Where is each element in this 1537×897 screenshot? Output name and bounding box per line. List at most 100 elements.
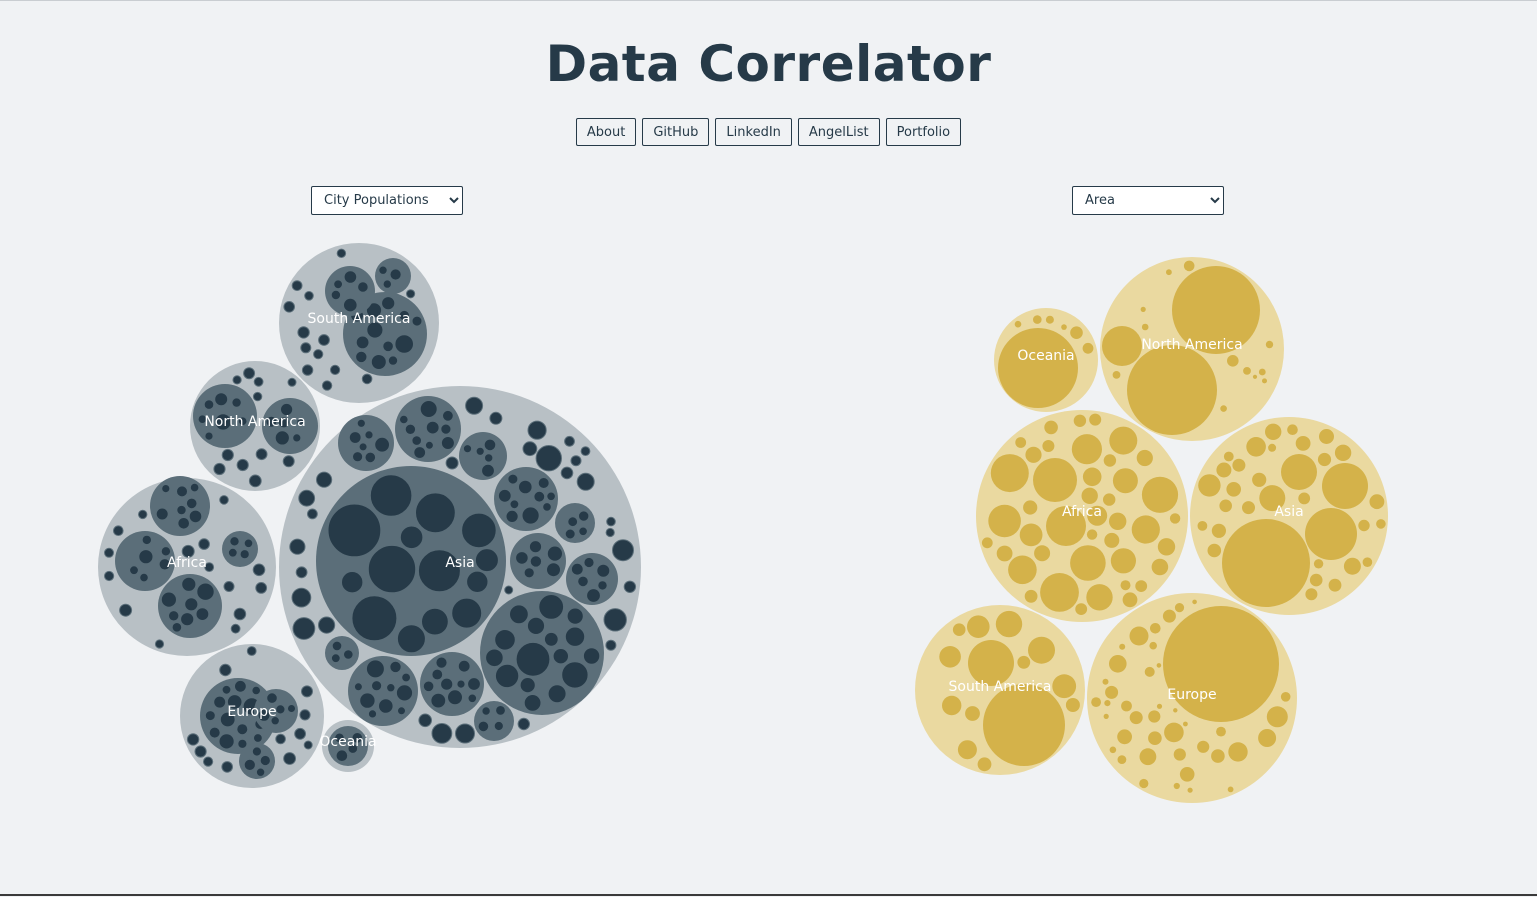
city-circle (431, 668, 444, 681)
region-circle (1192, 599, 1197, 605)
region-circle (1246, 437, 1266, 457)
group-label: Europe (227, 704, 276, 720)
city-circle (236, 723, 249, 736)
about-button[interactable]: About (575, 118, 637, 146)
city-circle (351, 732, 364, 744)
portfolio-button[interactable]: Portfolio (885, 118, 962, 146)
city-circle (576, 472, 595, 491)
region-circle (1135, 580, 1148, 592)
region-circle (1252, 374, 1258, 379)
region-circle (1015, 437, 1027, 448)
region-circle (977, 757, 992, 772)
city-circle (399, 414, 409, 425)
city-circle (517, 717, 530, 731)
cluster-circle (338, 415, 394, 471)
region-circle (1044, 420, 1058, 435)
city-circle (365, 659, 385, 679)
city-circle (343, 649, 354, 660)
city-circle (395, 684, 414, 702)
city-circle (507, 473, 519, 485)
city-circle (275, 733, 286, 745)
city-circle (287, 704, 296, 713)
city-circle (413, 446, 427, 459)
region-circle (1014, 320, 1022, 328)
city-circle (406, 289, 416, 299)
region-circle (1259, 485, 1286, 512)
city-circle (519, 677, 536, 694)
city-circle (465, 396, 484, 415)
city-circle (352, 451, 364, 463)
city-circle (623, 580, 637, 593)
city-circle (382, 279, 392, 289)
region-circle (1198, 474, 1221, 497)
region-circle (1117, 729, 1132, 745)
city-circle (543, 631, 559, 647)
city-circle (214, 392, 229, 407)
city-circle (495, 705, 506, 716)
region-circle (1280, 692, 1291, 702)
city-circle (185, 497, 198, 510)
city-circle (104, 547, 114, 558)
group-label: Asia (1274, 504, 1303, 520)
city-circle (467, 693, 478, 704)
city-circle (570, 455, 582, 467)
region-circle (1222, 519, 1310, 607)
city-circle (564, 626, 586, 647)
region-circle (1309, 573, 1323, 587)
city-circle (367, 709, 378, 719)
city-circle (570, 562, 584, 576)
region-circle (1144, 666, 1155, 677)
city-circle (493, 720, 504, 732)
region-circle (1149, 641, 1157, 650)
city-circle (597, 580, 608, 591)
region-circle (1179, 767, 1195, 782)
region-circle (1162, 609, 1176, 623)
region-circle (1183, 260, 1195, 272)
city-circle (291, 587, 312, 608)
region-circle (1232, 458, 1246, 472)
city-circle (300, 342, 312, 354)
city-circle (418, 713, 433, 728)
region-circle (1129, 626, 1149, 646)
city-circle (367, 544, 417, 594)
city-circle (411, 315, 423, 327)
city-circle (282, 455, 295, 468)
region-circle (1287, 424, 1298, 436)
region-circle (1104, 532, 1120, 548)
region-circle (1295, 436, 1311, 451)
city-circle (518, 479, 533, 495)
region-circle (1328, 578, 1342, 592)
city-circle (334, 732, 345, 744)
city-circle (204, 710, 216, 722)
github-button[interactable]: GitHub (642, 118, 710, 146)
region-circle (1141, 323, 1149, 331)
region-circle (1156, 663, 1162, 668)
city-circle (203, 399, 215, 410)
city-circle (204, 562, 215, 572)
city-circle (181, 544, 195, 558)
city-circle (546, 562, 561, 578)
city-circle (365, 302, 383, 319)
region-circle (1140, 306, 1146, 312)
city-circle (355, 335, 370, 350)
region-circle (1033, 315, 1042, 324)
city-circle (523, 694, 542, 712)
region-circle (1358, 519, 1370, 532)
city-circle (330, 653, 341, 664)
city-circle (221, 761, 233, 773)
right-dataset-select[interactable]: Area (1072, 186, 1224, 215)
angellist-button[interactable]: AngelList (797, 118, 880, 146)
region-circle (983, 684, 1065, 766)
region-circle (1258, 729, 1277, 747)
city-circle (424, 440, 434, 450)
group-label: Africa (1062, 504, 1102, 520)
city-circle (474, 548, 499, 573)
city-circle (113, 525, 124, 537)
linkedin-button[interactable]: LinkedIn (715, 118, 792, 146)
region-circle (1197, 740, 1210, 753)
region-circle (1065, 698, 1080, 712)
left-dataset-select[interactable]: City Populations (311, 186, 463, 215)
cluster-circle (325, 636, 359, 670)
region-circle (1207, 543, 1222, 558)
region-circle (1376, 519, 1386, 529)
